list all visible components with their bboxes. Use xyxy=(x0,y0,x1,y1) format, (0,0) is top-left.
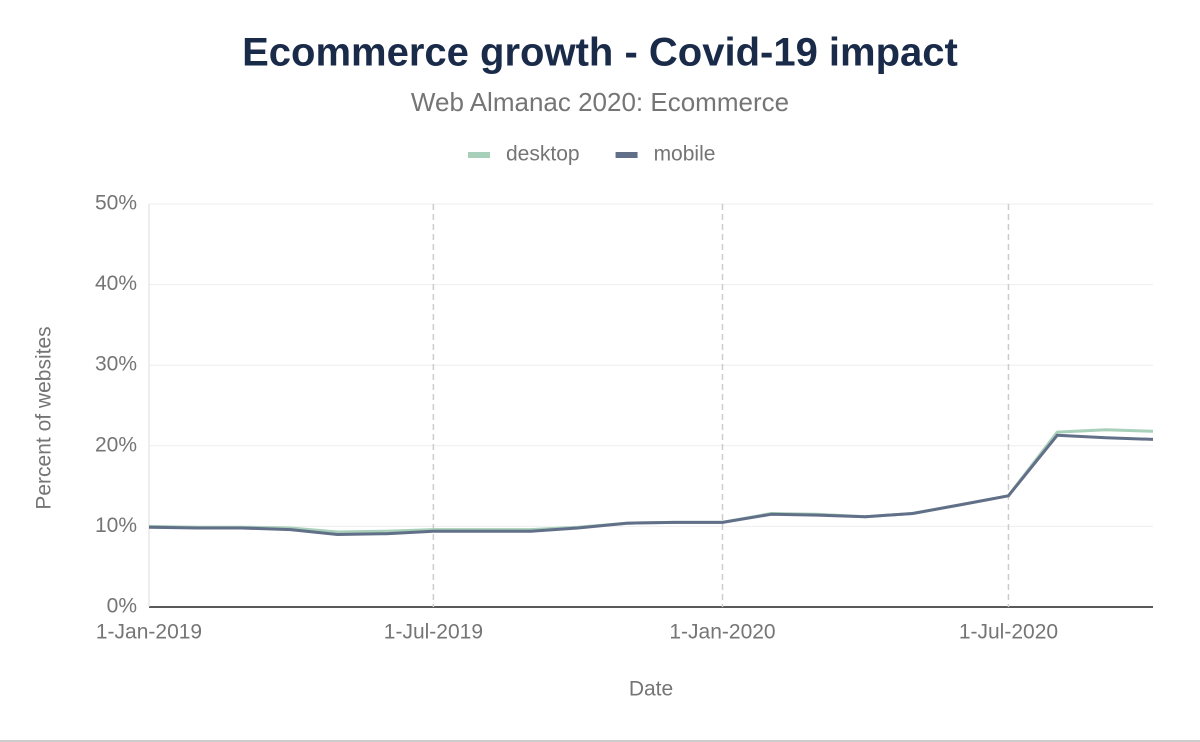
line-series xyxy=(148,428,1154,534)
x-axis-label: Date xyxy=(629,678,673,701)
y-tick-label: 0% xyxy=(107,595,137,618)
y-tick-label: 10% xyxy=(95,514,137,537)
line-series xyxy=(148,433,1154,536)
y-axis-label: Percent of websites xyxy=(33,326,56,509)
chart-title: Ecommerce growth - Covid-19 impact xyxy=(242,31,958,75)
y-tick-label: 50% xyxy=(95,192,137,215)
x-tick-label: 1-Jul-2019 xyxy=(384,621,483,644)
x-tick-label: 1-Jan-2019 xyxy=(96,621,202,644)
y-tick-label: 20% xyxy=(95,433,137,456)
legend-label: mobile xyxy=(654,143,716,166)
x-tick-label: 1-Jan-2020 xyxy=(669,621,775,644)
y-tick-label: 30% xyxy=(95,353,137,376)
x-tick-label: 1-Jul-2020 xyxy=(959,621,1058,644)
legend-label: desktop xyxy=(506,143,580,166)
y-tick-label: 40% xyxy=(95,272,137,295)
chart-subtitle: Web Almanac 2020: Ecommerce xyxy=(411,87,789,117)
